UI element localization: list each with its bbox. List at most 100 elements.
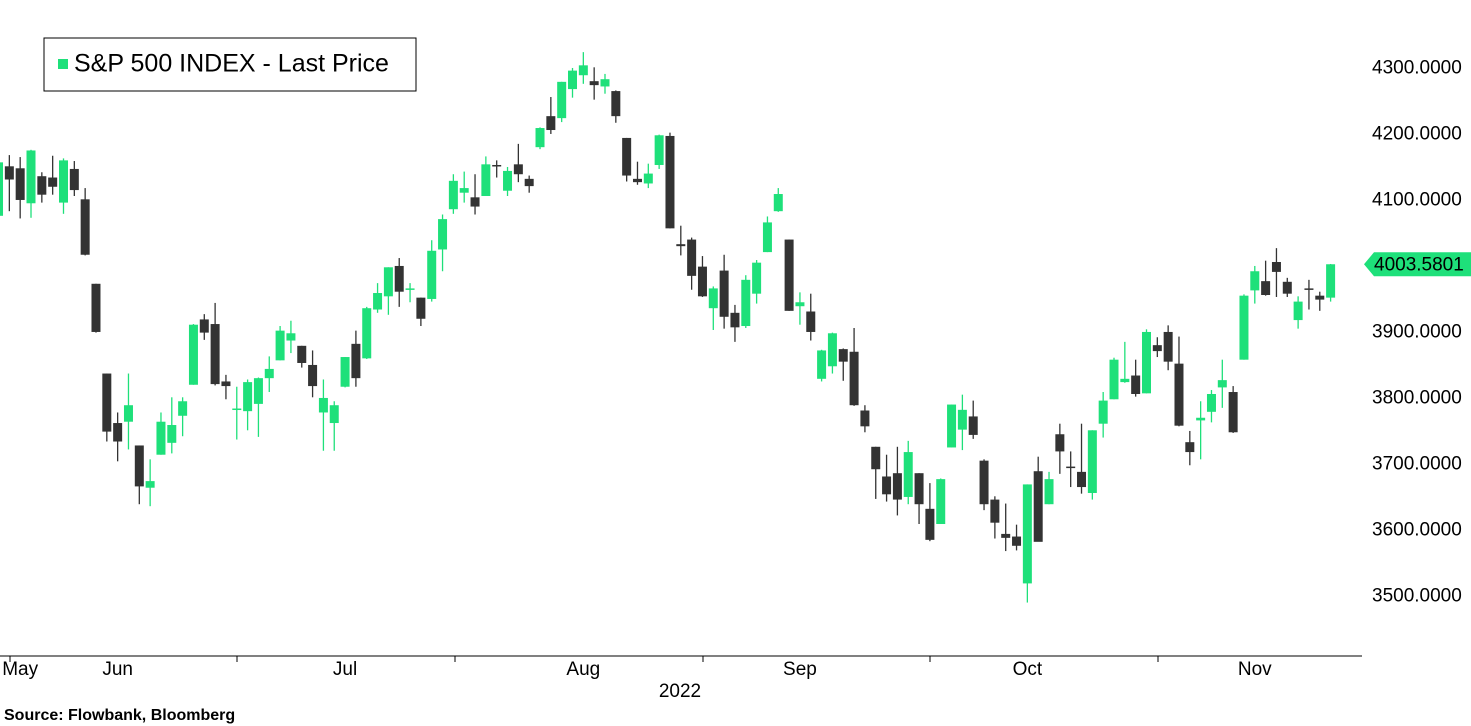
candle-body — [882, 476, 892, 495]
candle-body — [459, 188, 469, 193]
candle-body — [687, 239, 697, 276]
candle-body — [1250, 271, 1260, 291]
candle-body — [773, 194, 783, 212]
candle-body — [113, 423, 123, 442]
candle-body — [156, 421, 166, 455]
candle-body — [990, 499, 1000, 523]
candle-body — [643, 173, 653, 184]
candle-body — [568, 70, 578, 90]
candle-body — [492, 164, 502, 167]
candle-body — [243, 382, 253, 412]
candle-body — [264, 368, 274, 379]
candle-body — [221, 381, 231, 387]
candle-body — [676, 244, 686, 247]
candle-body — [697, 266, 707, 297]
candle-body — [708, 288, 718, 309]
y-tick-label: 4300.0000 — [1372, 58, 1462, 79]
candle-body — [80, 199, 90, 255]
candle-body — [1033, 471, 1043, 542]
candle-body — [340, 357, 350, 387]
candle-body — [1109, 359, 1119, 400]
candle-body — [1206, 393, 1216, 412]
candle-body — [957, 409, 967, 430]
candle-body — [1239, 295, 1249, 360]
candle-body — [622, 137, 632, 176]
x-tick-label: May — [2, 659, 38, 680]
candle-body — [308, 364, 318, 387]
candle-body — [513, 164, 523, 175]
candle-body — [849, 351, 859, 406]
candle-body — [0, 162, 4, 216]
candle-body — [1271, 262, 1281, 272]
x-tick-label: Nov — [1238, 659, 1272, 680]
x-tick-label: Jul — [333, 659, 357, 680]
candle-body — [26, 150, 36, 204]
candle-body — [762, 222, 772, 253]
candle-body — [817, 350, 827, 379]
x-tick-label: Aug — [566, 659, 600, 680]
candle-body — [91, 283, 101, 332]
candle-body — [1001, 533, 1011, 538]
candle-body — [578, 65, 588, 76]
candle-body — [394, 265, 404, 292]
y-tick-label: 3900.0000 — [1372, 322, 1462, 343]
candle-body — [795, 302, 805, 307]
candle-body — [199, 319, 209, 333]
candle-body — [925, 508, 935, 540]
candle-body — [1066, 466, 1076, 469]
candle-body — [752, 262, 762, 294]
candle-body — [383, 267, 393, 297]
candle-body — [1022, 484, 1032, 584]
source: Source: Flowbank, Bloomberg — [4, 707, 235, 724]
y-tick-label: 3600.0000 — [1372, 520, 1462, 541]
candle-body — [1012, 536, 1022, 546]
candle-body — [102, 373, 112, 432]
candle-body — [903, 452, 913, 497]
candle-body — [611, 91, 621, 117]
candle-body — [123, 405, 133, 422]
candle-body — [654, 135, 664, 165]
candle-body — [48, 177, 58, 187]
candle-body — [784, 239, 794, 311]
candle-body — [503, 170, 513, 191]
candle-body — [741, 279, 751, 327]
candle-body — [1217, 380, 1227, 388]
candle-body — [1261, 281, 1271, 296]
candle-body — [210, 324, 220, 385]
candle-body — [871, 446, 881, 470]
candle-body — [535, 128, 545, 148]
legend-label: S&P 500 INDEX - Last Price — [74, 50, 389, 78]
x-axis-label: 2022 — [659, 681, 701, 702]
candle-body — [286, 333, 296, 341]
candle-body — [362, 308, 372, 359]
candle-body — [1120, 378, 1130, 383]
candle-body — [1228, 392, 1238, 433]
candle-body — [838, 349, 848, 362]
candle-body — [1174, 363, 1184, 426]
candle-body — [524, 178, 534, 187]
candle-body — [470, 197, 480, 207]
candle-body — [914, 473, 924, 505]
candle-body — [145, 481, 155, 488]
legend-box — [43, 37, 417, 92]
candle-body — [1055, 434, 1065, 452]
last-price-label: 4003.5801 — [1374, 254, 1464, 275]
y-tick-label: 3700.0000 — [1372, 454, 1462, 475]
candle-body — [481, 164, 491, 197]
candle-body — [448, 180, 458, 210]
candle-body — [297, 345, 307, 363]
candle-body — [4, 166, 14, 180]
candle-body — [15, 168, 25, 200]
candle-body — [329, 405, 339, 424]
candle-body — [1293, 301, 1303, 321]
candle-body — [1131, 375, 1141, 394]
candle-body — [188, 324, 198, 385]
candle-body — [1326, 264, 1336, 298]
candle-body — [1087, 430, 1097, 493]
candle-body — [275, 330, 285, 361]
x-tick-label: Sep — [783, 659, 817, 680]
x-tick-label: Jun — [102, 659, 133, 680]
candle-body — [1282, 281, 1292, 294]
candle-body — [69, 168, 79, 191]
y-tick-label: 4100.0000 — [1372, 190, 1462, 211]
